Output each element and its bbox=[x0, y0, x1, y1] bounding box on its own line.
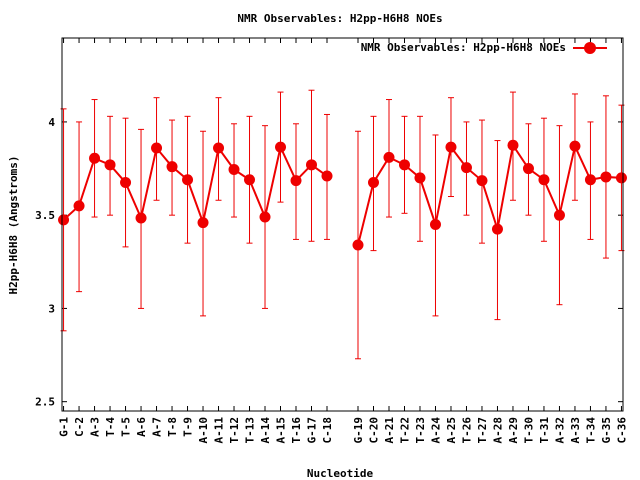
x-tick-label: C-2 bbox=[73, 417, 86, 437]
y-tick-label: 3.5 bbox=[35, 209, 55, 222]
x-tick-label: G-19 bbox=[352, 417, 365, 444]
y-tick-label: 3 bbox=[48, 302, 55, 315]
x-tick-label: A-29 bbox=[507, 417, 520, 444]
x-tick-label: T-30 bbox=[522, 417, 535, 444]
y-tick-label: 2.5 bbox=[35, 396, 55, 409]
y-axis-label: H2pp-H6H8 (Angstroms) bbox=[7, 155, 20, 294]
data-point bbox=[135, 212, 147, 224]
x-tick-label: T-12 bbox=[228, 417, 241, 444]
data-point bbox=[398, 159, 410, 171]
data-point bbox=[383, 151, 395, 163]
x-tick-label: T-4 bbox=[104, 417, 117, 437]
x-tick-label: A-14 bbox=[259, 417, 272, 444]
x-tick-label: T-31 bbox=[538, 417, 551, 444]
data-point bbox=[197, 217, 209, 229]
x-tick-label: A-21 bbox=[383, 417, 396, 444]
data-point bbox=[538, 174, 550, 186]
data-point bbox=[460, 162, 472, 174]
data-point bbox=[89, 152, 101, 164]
data-point bbox=[414, 172, 426, 184]
data-point bbox=[600, 171, 612, 183]
data-point bbox=[476, 175, 488, 187]
data-point bbox=[352, 239, 364, 251]
x-axis-label: Nucleotide bbox=[307, 467, 374, 480]
chart-title: NMR Observables: H2pp-H6H8 NOEs bbox=[237, 12, 442, 25]
x-tick-label: G-17 bbox=[306, 417, 319, 444]
y-tick-label: 4 bbox=[48, 116, 55, 129]
data-point bbox=[569, 140, 581, 152]
data-point bbox=[522, 163, 534, 175]
x-tick-label: A-33 bbox=[569, 417, 582, 444]
data-point bbox=[58, 214, 70, 226]
x-tick-label: A-25 bbox=[445, 417, 458, 444]
x-tick-label: C-18 bbox=[321, 417, 334, 444]
data-point bbox=[104, 159, 116, 171]
data-point bbox=[429, 219, 441, 230]
data-point bbox=[275, 141, 287, 153]
data-point bbox=[228, 163, 240, 175]
x-tick-label: T-22 bbox=[398, 417, 411, 444]
legend-marker bbox=[584, 42, 596, 54]
x-tick-label: T-23 bbox=[414, 417, 427, 444]
x-tick-label: A-32 bbox=[553, 417, 566, 444]
x-tick-label: T-8 bbox=[166, 417, 179, 437]
data-point bbox=[367, 177, 379, 189]
data-point bbox=[166, 161, 178, 173]
x-tick-label: A-28 bbox=[491, 417, 504, 444]
data-point bbox=[306, 159, 318, 171]
data-point bbox=[507, 139, 519, 151]
data-point bbox=[584, 174, 596, 186]
x-tick-label: T-26 bbox=[460, 417, 473, 444]
y-axis-ticks: 2.5 3 3.5 4 bbox=[35, 116, 623, 409]
x-tick-label: C-36 bbox=[615, 417, 628, 444]
data-point bbox=[73, 200, 85, 212]
x-tick-label: C-20 bbox=[367, 417, 380, 444]
data-point bbox=[553, 209, 565, 221]
x-tick-label: A-10 bbox=[197, 417, 210, 444]
legend-label: NMR Observables: H2pp-H6H8 NOEs bbox=[361, 41, 566, 54]
data-point bbox=[321, 170, 333, 182]
x-tick-label: T-27 bbox=[476, 417, 489, 444]
data-point bbox=[259, 211, 271, 223]
series-points bbox=[58, 139, 627, 251]
x-tick-label: T-9 bbox=[182, 417, 195, 437]
x-tick-label: T-34 bbox=[584, 417, 597, 444]
data-point bbox=[491, 223, 503, 235]
data-point bbox=[120, 177, 132, 189]
x-tick-label: A-7 bbox=[151, 417, 164, 437]
data-point bbox=[615, 172, 627, 184]
data-point bbox=[151, 142, 163, 154]
plot-frame bbox=[61, 37, 624, 412]
x-tick-label: T-13 bbox=[244, 417, 257, 444]
legend: NMR Observables: H2pp-H6H8 NOEs bbox=[361, 41, 607, 54]
x-tick-label: A-11 bbox=[213, 417, 226, 444]
x-tick-label: G-1 bbox=[58, 417, 71, 437]
data-point bbox=[445, 141, 457, 153]
x-tick-label: T-5 bbox=[120, 417, 133, 437]
data-point bbox=[213, 142, 225, 154]
x-tick-label: A-24 bbox=[429, 417, 442, 444]
x-tick-label: A-3 bbox=[89, 417, 102, 437]
x-tick-label: A-15 bbox=[275, 417, 288, 444]
data-point bbox=[182, 174, 194, 186]
x-tick-label: A-6 bbox=[135, 417, 148, 437]
data-point bbox=[244, 174, 256, 186]
x-tick-label: G-35 bbox=[600, 417, 613, 444]
x-tick-label: T-16 bbox=[290, 417, 303, 444]
data-point bbox=[290, 175, 302, 187]
